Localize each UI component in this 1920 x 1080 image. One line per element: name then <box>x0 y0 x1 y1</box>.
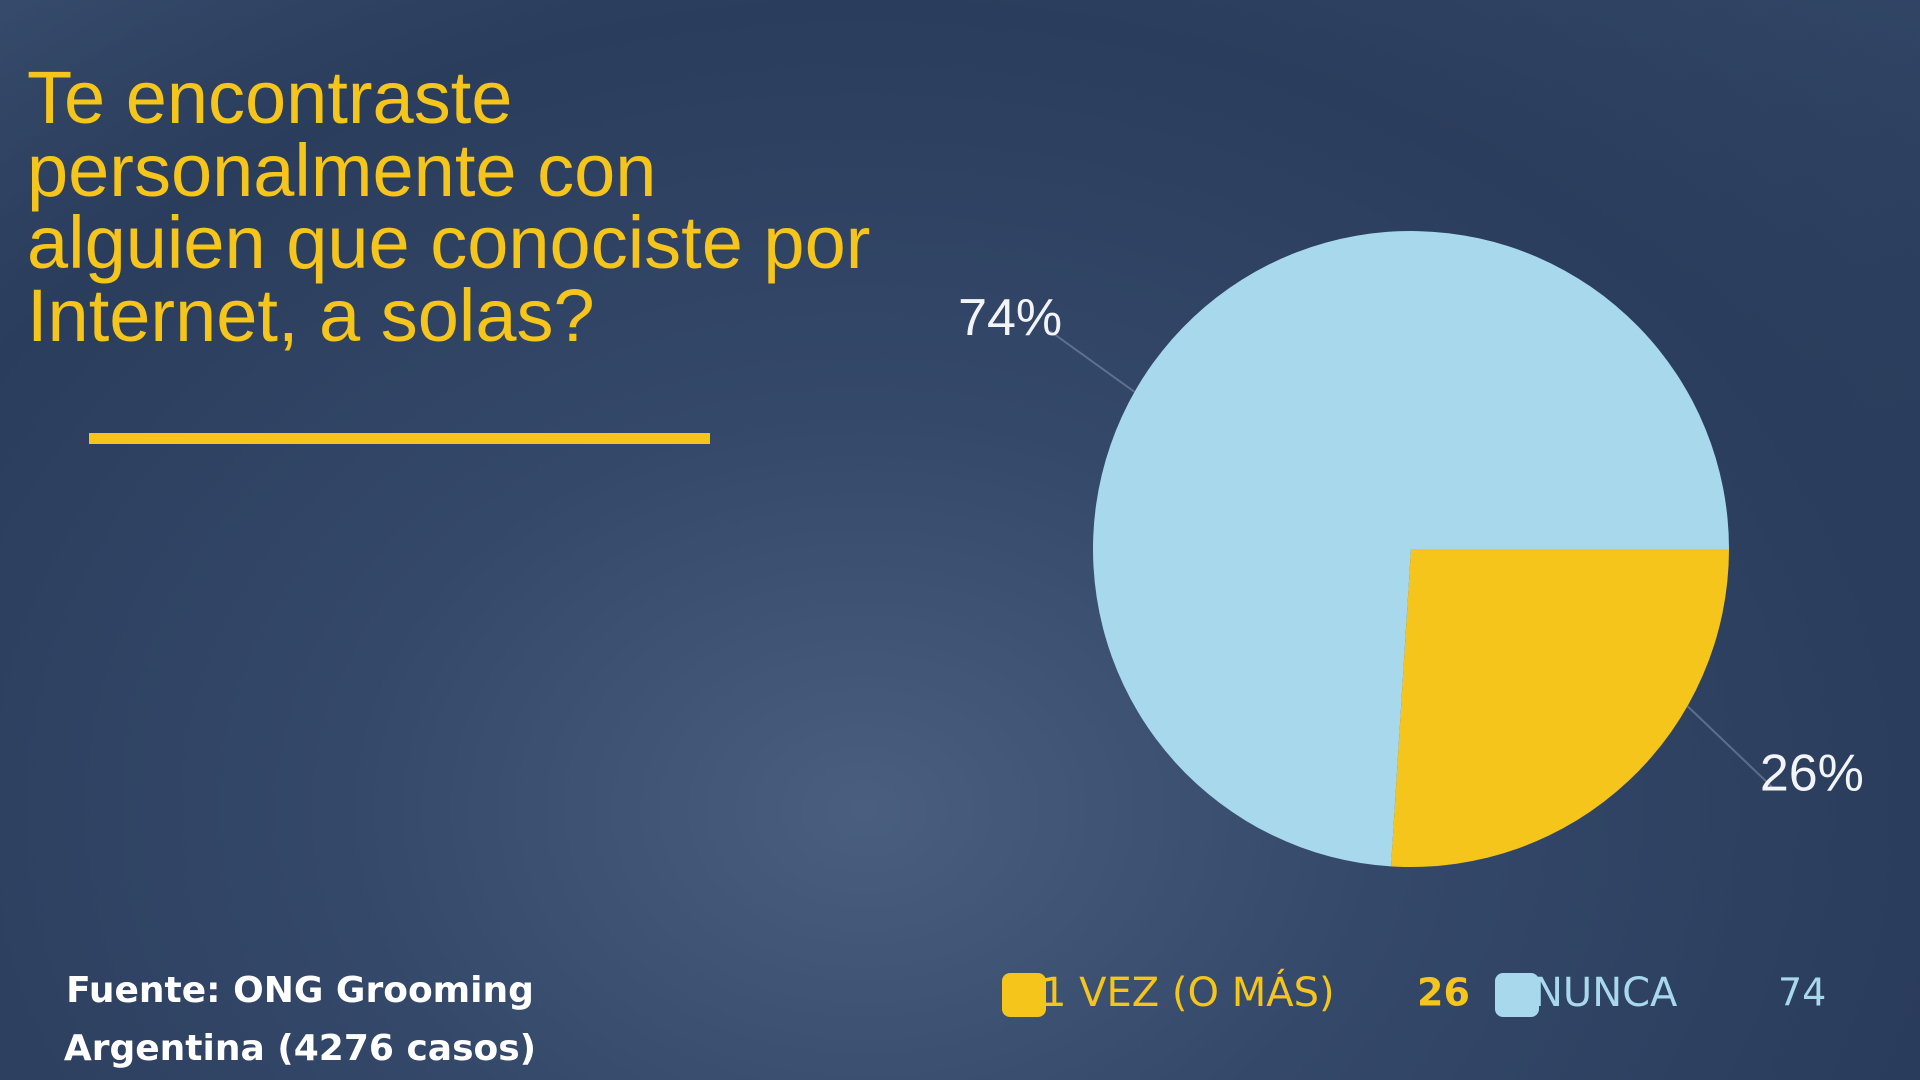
leader-line <box>1049 330 1136 393</box>
pie-slice <box>1092 231 1729 867</box>
legend-swatch <box>1495 973 1539 1017</box>
legend-swatch <box>1002 973 1046 1017</box>
chart-title: Te encontraste personalmente con alguien… <box>27 56 871 357</box>
legend-value: 26 <box>1417 971 1470 1015</box>
data-label: 26% <box>1760 745 1864 803</box>
legend-label: NUNCA <box>1533 970 1678 1016</box>
pie-slice <box>1391 549 1729 867</box>
data-label: 74% <box>958 289 1062 347</box>
source-note: Fuente: ONG Grooming Argentina (4276 cas… <box>63 970 537 1069</box>
leader-line <box>1686 705 1773 788</box>
legend-value: 74 <box>1778 971 1826 1015</box>
legend-label: 1 VEZ (O MÁS) <box>1041 968 1335 1016</box>
title-underline <box>89 433 710 444</box>
